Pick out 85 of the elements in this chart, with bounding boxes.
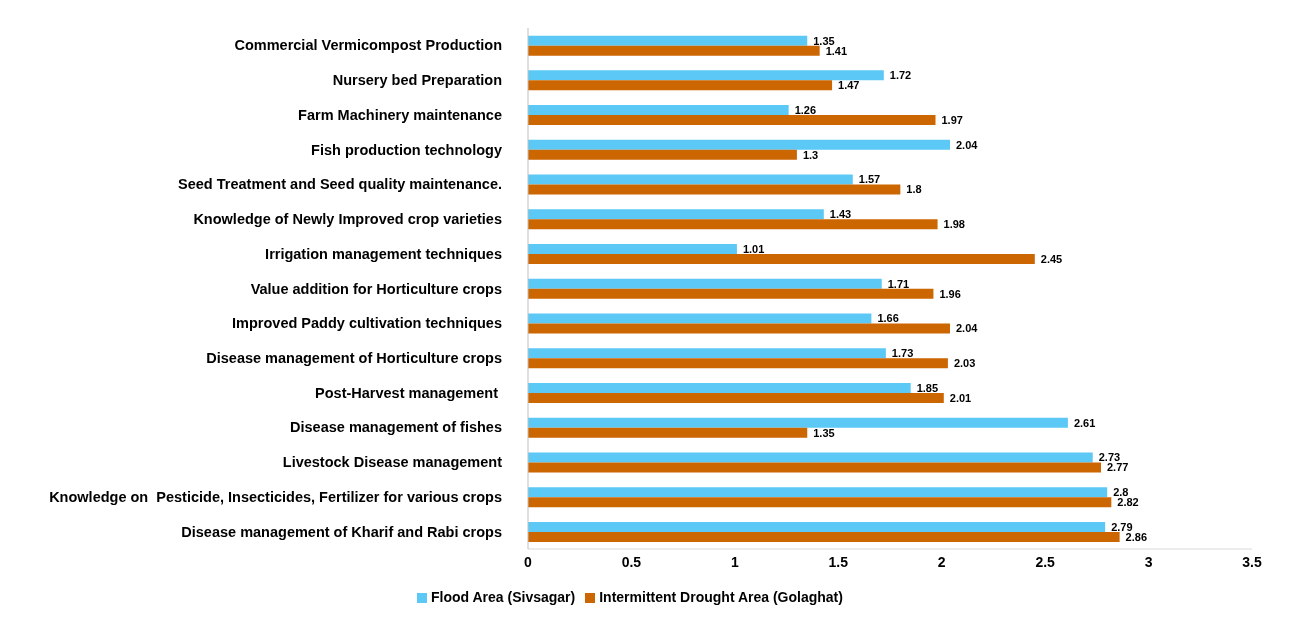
data-label: 2.8 [1113, 486, 1129, 499]
data-label: 1.96 [939, 287, 961, 300]
y-tick-label: Disease management of Horticulture crops [206, 349, 502, 366]
data-label: 2.77 [1106, 461, 1129, 474]
bar [528, 531, 1120, 542]
x-tick-label: 3 [1144, 553, 1153, 570]
data-label: 1.35 [813, 426, 835, 439]
bar [528, 45, 820, 56]
y-tick-label: Disease management of Kharif and Rabi crops [181, 523, 502, 540]
x-tick-label: 3.5 [1242, 553, 1262, 570]
bar [528, 184, 901, 195]
data-label: 1.01 [742, 242, 765, 255]
bar [528, 219, 938, 230]
x-tick-label: 1 [730, 553, 739, 570]
y-tick-label: Value addition for Horticulture crops [250, 280, 502, 297]
bar [528, 80, 833, 91]
data-label: 2.79 [1111, 520, 1133, 533]
bar [528, 35, 808, 46]
bar [528, 105, 789, 116]
data-label: 1.8 [906, 183, 922, 196]
data-label: 1.35 [813, 34, 835, 47]
x-tick-label: 1.5 [828, 553, 849, 570]
data-label: 1.71 [887, 277, 910, 290]
data-label: 1.85 [916, 381, 939, 394]
bar [528, 149, 797, 160]
bar [528, 323, 950, 334]
bar [528, 174, 853, 185]
y-tick-label: Commercial Vermicompost Production [234, 37, 502, 54]
bar [528, 209, 824, 220]
bar [528, 462, 1101, 473]
data-label: 2.82 [1117, 496, 1139, 509]
bar [528, 382, 911, 393]
bar [528, 427, 808, 438]
y-tick-label: Nursery bed Preparation [332, 72, 502, 89]
bar [528, 452, 1093, 463]
legend-label: Flood Area (Sivsagar) [431, 589, 576, 605]
data-label: 1.3 [802, 148, 819, 161]
data-label: 1.98 [943, 218, 965, 231]
bar [528, 358, 948, 369]
data-label: 2.04 [955, 138, 979, 151]
y-tick-label: Knowledge of Newly Improved crop varieties [193, 211, 502, 228]
data-label: 1.72 [889, 69, 912, 82]
data-label: 2.86 [1125, 530, 1148, 543]
bar [528, 288, 934, 299]
y-tick-label: Irrigation management techniques [265, 245, 502, 262]
x-tick-label: 0 [524, 553, 533, 570]
bar [528, 417, 1068, 428]
bar [528, 313, 872, 324]
data-label: 2.45 [1040, 252, 1063, 265]
data-label: 2.73 [1098, 451, 1121, 464]
bar [528, 278, 882, 289]
bar [528, 244, 737, 255]
x-tick-label: 2.5 [1035, 553, 1056, 570]
bar [528, 521, 1106, 532]
y-tick-label: Disease management of fishes [290, 419, 502, 436]
y-tick-label: Fish production technology [311, 141, 502, 158]
bar [528, 392, 944, 403]
bar [528, 497, 1112, 508]
bar [528, 115, 936, 126]
data-label: 2.04 [955, 322, 979, 335]
y-tick-label: Farm Machinery maintenance [298, 106, 502, 123]
y-tick-label: Improved Paddy cultivation techniques [232, 315, 502, 332]
bar [528, 348, 886, 359]
legend-label: Intermittent Drought Area (Golaghat) [599, 589, 843, 605]
data-label: 1.66 [877, 312, 899, 325]
y-tick-label: Post-Harvest management [315, 384, 502, 401]
data-label: 1.47 [838, 79, 860, 92]
data-label: 1.43 [829, 208, 852, 221]
data-label: 2.01 [949, 391, 972, 404]
bar [528, 139, 950, 150]
data-label: 1.57 [858, 173, 881, 186]
data-label: 2.03 [953, 357, 976, 370]
bar [528, 70, 884, 81]
data-label: 1.97 [941, 114, 963, 127]
y-tick-label: Knowledge on Pesticide, Insecticides, Fertilizer for various crops [49, 488, 502, 505]
bar [528, 254, 1035, 265]
data-label: 1.26 [794, 104, 817, 117]
y-tick-label: Livestock Disease management [282, 454, 503, 471]
bar [528, 487, 1108, 498]
x-tick-label: 2 [937, 553, 946, 570]
data-label: 1.73 [891, 347, 914, 360]
x-tick-label: 0.5 [621, 553, 642, 570]
y-tick-label: Seed Treatment and Seed quality maintenance. [178, 176, 502, 193]
data-label: 1.41 [825, 44, 848, 57]
data-label: 2.61 [1073, 416, 1096, 429]
